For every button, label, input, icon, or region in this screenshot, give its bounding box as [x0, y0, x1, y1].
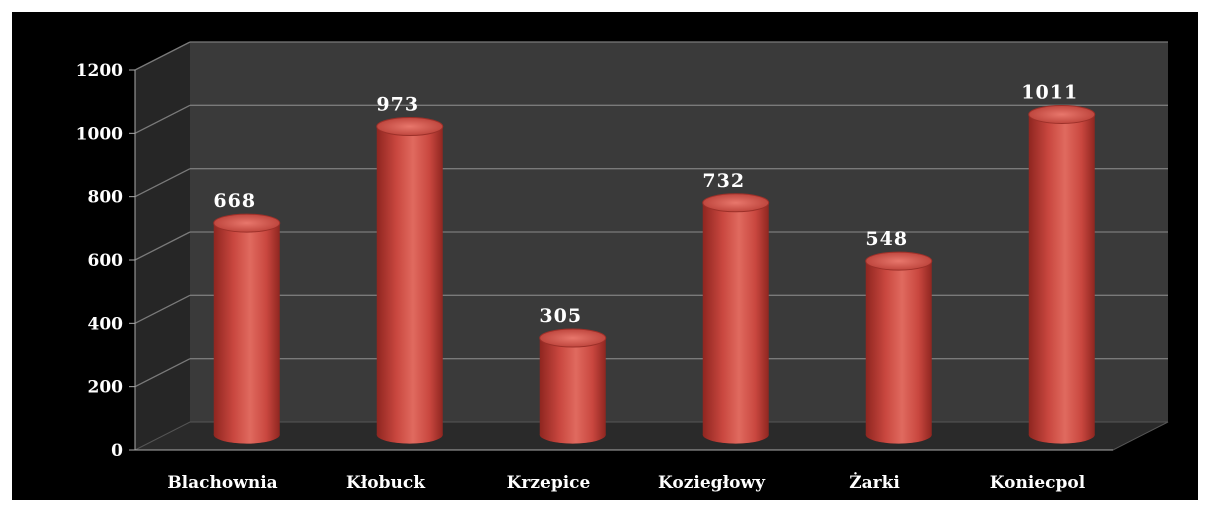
gridline-diagonal [134, 41, 191, 71]
bar: 732 [702, 170, 770, 444]
bar-body [213, 223, 280, 444]
x-tick-label: Krzepice [507, 473, 591, 493]
bar-body [865, 261, 932, 444]
bar-body [702, 202, 769, 444]
x-tick-label: Blachownia [167, 473, 277, 493]
bar-top [702, 193, 770, 213]
y-tick-label: 0 [111, 441, 123, 461]
gridlines [134, 41, 1168, 388]
bar: 1011 [1021, 81, 1096, 444]
data-label: 1011 [1021, 81, 1078, 103]
bar: 668 [213, 190, 281, 444]
y-axis: 0 200 400 600 800 1000 1200 [76, 61, 136, 461]
y-tick-label: 200 [88, 378, 124, 398]
bar: 305 [539, 305, 607, 444]
x-tick-label: Koziegłowy [658, 473, 766, 493]
bar: 548 [865, 228, 933, 444]
bar-body [539, 338, 606, 444]
y-tick-label: 400 [88, 314, 124, 334]
bar-top [1028, 104, 1096, 124]
bar-top [865, 251, 933, 271]
gridline-diagonal [134, 358, 191, 388]
gridline-diagonal [134, 168, 191, 198]
data-label: 668 [213, 190, 256, 212]
bar-top [376, 116, 444, 136]
bar-body [376, 126, 443, 444]
y-tick-label: 800 [88, 188, 124, 208]
gridline-diagonal [134, 104, 191, 134]
y-tick-label: 1000 [76, 124, 123, 144]
x-tick-label: Koniecpol [990, 473, 1086, 493]
x-axis: Blachownia Kłobuck Krzepice Koziegłowy Żarki… [135, 449, 1113, 493]
bar-top [213, 213, 281, 233]
y-tick-label: 1200 [76, 61, 123, 81]
gridline-diagonal [134, 294, 191, 324]
bars: 668 973 305 732 548 1011 [213, 81, 1096, 444]
chart-walls [134, 42, 1169, 451]
bar-top [539, 328, 607, 348]
bar: 973 [376, 93, 444, 444]
floor [134, 421, 1169, 451]
x-tick-label: Kłobuck [346, 473, 426, 493]
x-tick-label: Żarki [849, 472, 900, 493]
gridline-diagonal [134, 231, 191, 261]
data-label: 732 [702, 170, 745, 192]
y-tick-label: 600 [88, 251, 124, 271]
data-label: 305 [539, 305, 582, 327]
data-label: 973 [376, 93, 419, 115]
data-label: 548 [865, 228, 908, 250]
bar-body [1028, 114, 1095, 444]
